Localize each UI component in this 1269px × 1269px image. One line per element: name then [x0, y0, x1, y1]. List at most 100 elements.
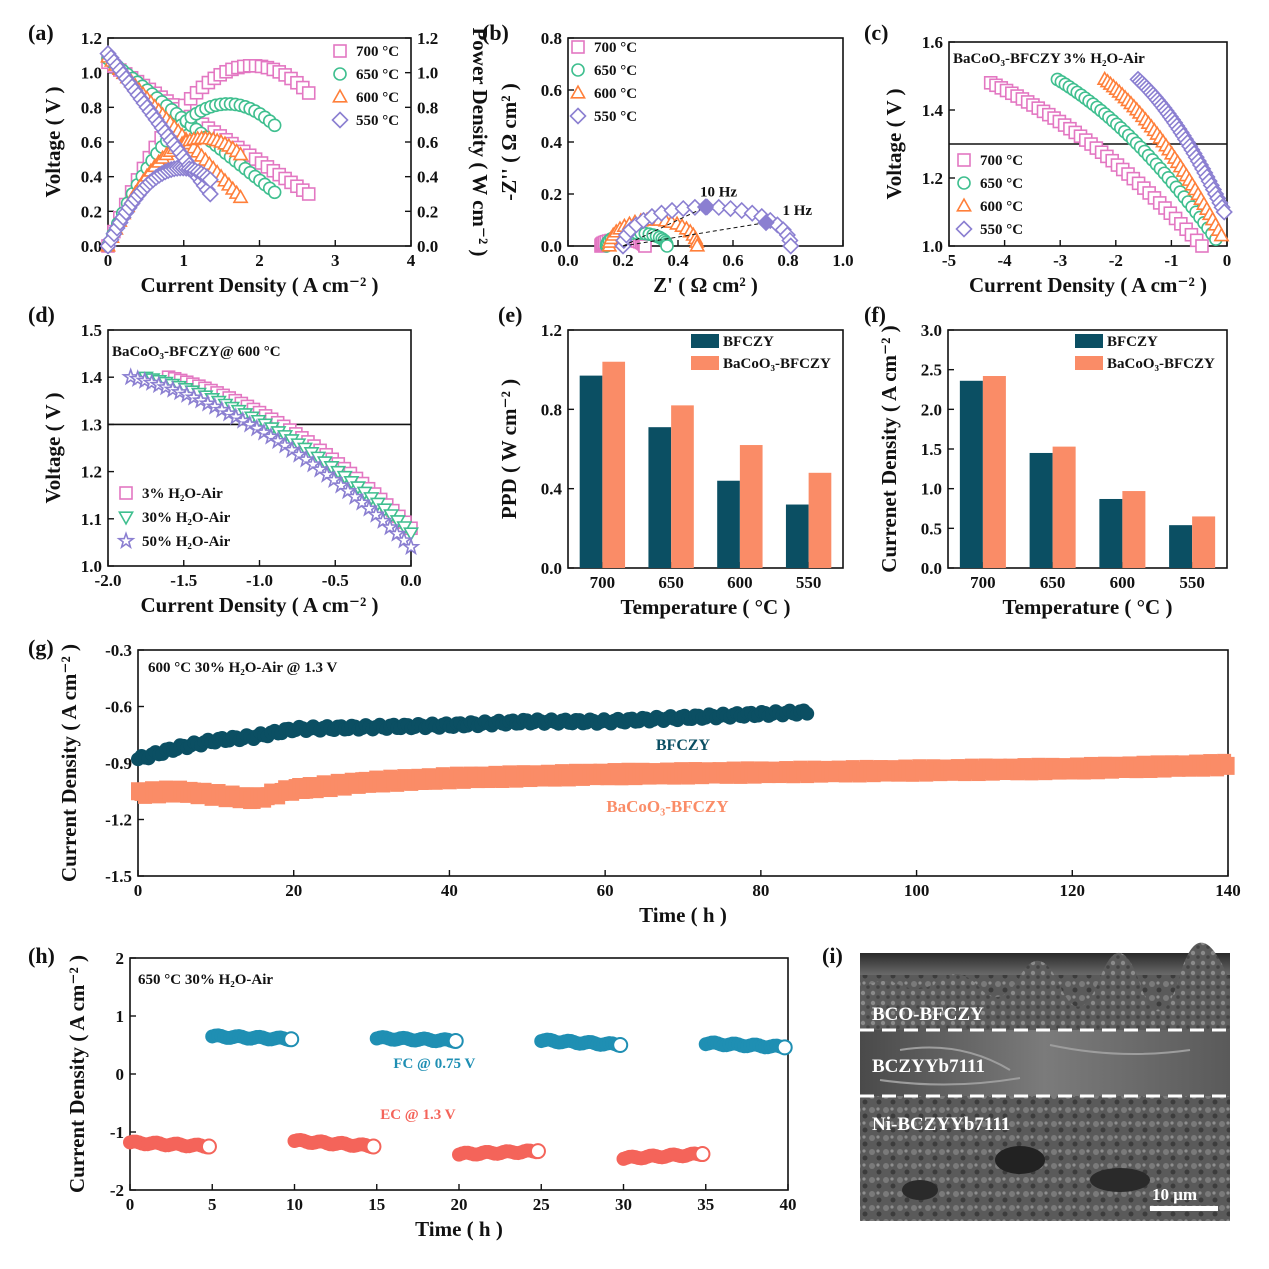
x-tick-label: 550 [1179, 573, 1205, 592]
panel-label-b: (b) [482, 20, 509, 45]
steam-point [387, 523, 407, 542]
y-tick-label: 1 [116, 1007, 125, 1026]
x-tick-label: 35 [697, 1195, 714, 1214]
legend-label: 700 °C [980, 153, 1023, 169]
legend-marker [333, 44, 347, 58]
x-tick-label: 700 [590, 573, 616, 592]
chart-e-ppd-bars: 700 650 600 550 0.0 0.4 0.8 1.2 Temperature ( °C… [497, 321, 844, 619]
bar-bacoo3 [808, 472, 832, 568]
x-axis-title: Z' ( Ω cm² ) [653, 273, 758, 297]
x-tick-label: 0.4 [667, 251, 689, 270]
panel-label-i: (i) [822, 943, 843, 968]
steam-point [240, 414, 260, 433]
x-tick-label: 700 [970, 573, 996, 592]
legend-label: BFCZY [723, 334, 774, 350]
y2-tick-label: 0.4 [417, 168, 439, 187]
steam-point [177, 384, 197, 403]
sem-pore [1090, 1168, 1150, 1192]
legend-label: 600 °C [980, 199, 1023, 215]
y-tick-label: 0.0 [541, 559, 562, 578]
nyquist-point [689, 237, 706, 252]
steam-point [219, 403, 239, 422]
steam-point [191, 390, 211, 409]
x-tick-label: 0 [1223, 251, 1232, 270]
legend-label: 50% H₂O-Air [142, 534, 231, 550]
panel-label-a: (a) [28, 20, 54, 45]
bar-bacoo3 [1122, 491, 1146, 568]
series-label-bfczy: BFCZY [656, 737, 711, 754]
power-point [301, 86, 316, 100]
legend-label: 550 °C [594, 109, 637, 125]
legend-marker [119, 486, 133, 500]
legend-marker [118, 511, 134, 526]
legend-marker [956, 197, 972, 212]
x-tick-label: 0 [134, 881, 143, 900]
chart-d-steam: -2.0 -1.5 -1.0 -0.5 0.0 1.0 1.1 1.2 1.3 1.4 1.5 Cur… [41, 321, 422, 617]
legend-label: BaCoO₃-BFCZY [723, 356, 831, 372]
y-axis-title: Currenet Density ( A cm⁻² ) [877, 325, 901, 572]
cycle-end-point [200, 1138, 217, 1155]
chart-h-title: 650 °C 30% H₂O-Air [138, 972, 273, 988]
y-tick-label: 0.2 [81, 202, 102, 221]
x-axis-title: Current Density ( A cm⁻² ) [140, 593, 378, 617]
x-tick-label: 650 [658, 573, 684, 592]
x-tick-label: 20 [285, 881, 302, 900]
y-tick-label: 0.2 [541, 185, 562, 204]
panel-label-f: (f) [864, 302, 886, 327]
ec-point [1215, 203, 1233, 221]
legend-label: 550 °C [356, 113, 399, 129]
sem-pore [995, 1146, 1045, 1174]
legend-marker [957, 176, 971, 190]
panel-label-c: (c) [864, 20, 888, 45]
x-tick-label: 550 [796, 573, 822, 592]
y2-tick-label: 0.8 [417, 98, 438, 117]
x-axis-title: Time ( h ) [639, 903, 727, 927]
y-tick-label: 1.0 [921, 480, 942, 499]
y-tick-label: 0 [116, 1065, 125, 1084]
y-axis-title: -Z'' ( Ω cm² ) [497, 83, 521, 201]
y-axis-title: Current Density ( A cm⁻² ) [57, 644, 81, 882]
x-tick-label: -0.5 [322, 571, 349, 590]
chart-f-current-bars: 700 650 600 550 0.0 0.5 1.0 1.5 2.0 2.5 3.0 Tempera… [877, 321, 1228, 619]
x-tick-label: 0.0 [557, 251, 578, 270]
x-tick-label: 60 [597, 881, 614, 900]
x-tick-label: 0.6 [722, 251, 743, 270]
y-axis-title: Voltage ( V ) [41, 392, 65, 503]
y-axis-title: Voltage ( V ) [882, 88, 906, 199]
cycle-end-point [529, 1143, 546, 1160]
y-tick-label: 2.5 [921, 361, 942, 380]
x-tick-label: 20 [451, 1195, 468, 1214]
y2-tick-label: 0.2 [417, 202, 438, 221]
annotation-line [622, 206, 706, 247]
x-axis-title: Temperature ( °C ) [621, 595, 791, 619]
x-axis-title: Temperature ( °C ) [1003, 595, 1173, 619]
legend-marker [957, 153, 971, 167]
x-tick-label: -2 [1109, 251, 1123, 270]
y-tick-label: -1.5 [105, 867, 132, 886]
y-tick-label: 1.2 [922, 169, 943, 188]
y2-axis-title: Power Density ( W cm⁻² ) [468, 27, 492, 256]
y-tick-label: -1 [110, 1123, 124, 1142]
x-tick-label: 0.0 [400, 571, 421, 590]
y-tick-label: 1.0 [81, 557, 102, 576]
cycle-end-point [365, 1138, 382, 1155]
legend-label: 600 °C [594, 86, 637, 102]
y-tick-label: 1.1 [81, 510, 102, 529]
y-tick-label: 0.5 [921, 519, 942, 538]
bar-bacoo3 [1192, 516, 1216, 568]
steam-point [366, 504, 386, 523]
steam-point [373, 511, 393, 529]
bar-bfczy [1099, 498, 1123, 568]
x-tick-label: 15 [368, 1195, 385, 1214]
annotation-1hz: 1 Hz [783, 203, 813, 219]
bar-bfczy [959, 380, 983, 568]
x-tick-label: 120 [1060, 881, 1086, 900]
annotation-point [696, 198, 715, 216]
legend-swatch [1075, 334, 1103, 348]
bar-bfczy [1029, 452, 1053, 568]
y-tick-label: 1.0 [81, 64, 102, 83]
y-tick-label: 0.8 [541, 29, 562, 48]
steam-point [233, 410, 253, 429]
nyquist-point [721, 199, 740, 218]
x-tick-label: 0.2 [612, 251, 633, 270]
